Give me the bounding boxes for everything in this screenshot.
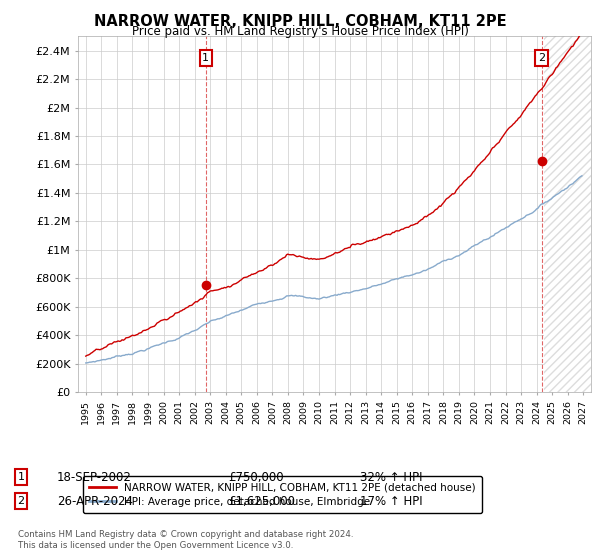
Text: £750,000: £750,000	[228, 470, 284, 484]
Text: 2: 2	[538, 53, 545, 63]
Text: This data is licensed under the Open Government Licence v3.0.: This data is licensed under the Open Gov…	[18, 541, 293, 550]
Legend: NARROW WATER, KNIPP HILL, COBHAM, KT11 2PE (detached house), HPI: Average price,: NARROW WATER, KNIPP HILL, COBHAM, KT11 2…	[83, 477, 482, 513]
Bar	[544, 36, 591, 392]
Text: NARROW WATER, KNIPP HILL, COBHAM, KT11 2PE: NARROW WATER, KNIPP HILL, COBHAM, KT11 2…	[94, 14, 506, 29]
Text: 26-APR-2024: 26-APR-2024	[57, 494, 133, 508]
Text: 18-SEP-2002: 18-SEP-2002	[57, 470, 132, 484]
Text: 1: 1	[17, 472, 25, 482]
Text: £1,625,000: £1,625,000	[228, 494, 295, 508]
Text: Contains HM Land Registry data © Crown copyright and database right 2024.: Contains HM Land Registry data © Crown c…	[18, 530, 353, 539]
Text: 2: 2	[17, 496, 25, 506]
Text: Price paid vs. HM Land Registry's House Price Index (HPI): Price paid vs. HM Land Registry's House …	[131, 25, 469, 38]
Text: 1: 1	[202, 53, 209, 63]
Text: 32% ↑ HPI: 32% ↑ HPI	[360, 470, 422, 484]
Text: 17% ↑ HPI: 17% ↑ HPI	[360, 494, 422, 508]
